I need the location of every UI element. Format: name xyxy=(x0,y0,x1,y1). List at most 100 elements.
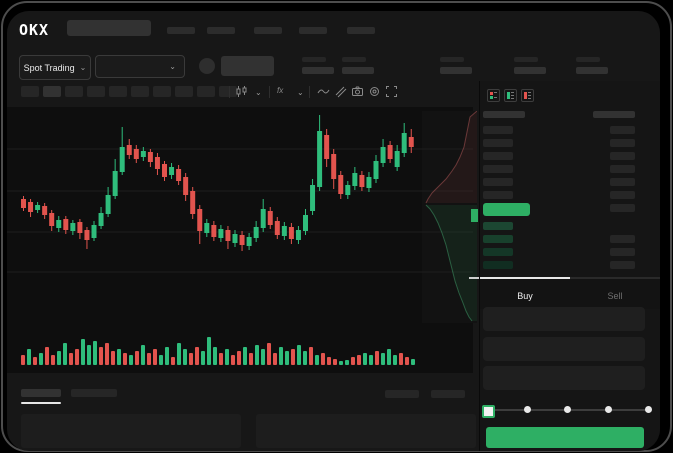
tab-buy[interactable]: Buy xyxy=(517,291,533,301)
ask-amount-bar xyxy=(610,126,635,134)
stat-value-placeholder xyxy=(514,67,546,74)
orderbook-asks-icon[interactable] xyxy=(521,89,534,102)
trade-sidebar: Buy Sell xyxy=(479,81,660,451)
search-placeholder[interactable] xyxy=(67,20,151,36)
chevron-down-icon: ⌄ xyxy=(169,62,176,71)
nav-item[interactable] xyxy=(167,27,195,34)
stat-value-placeholder xyxy=(302,67,334,74)
slider-stop[interactable] xyxy=(604,406,612,413)
ask-price-bar xyxy=(483,191,513,199)
price-input[interactable] xyxy=(483,307,645,331)
nav-item[interactable] xyxy=(254,27,282,34)
orderbook-view-toggles xyxy=(487,89,547,102)
orderbook-amount-bar xyxy=(610,204,635,212)
slider-handle[interactable] xyxy=(482,405,495,418)
slider-stop[interactable] xyxy=(523,406,531,413)
chevron-down-icon: ⌄ xyxy=(79,63,87,72)
tabbar-divider xyxy=(570,277,660,279)
bid-price-bar xyxy=(483,248,513,256)
stat-label-placeholder xyxy=(576,57,600,62)
stat-label-placeholder xyxy=(342,57,366,62)
tab-sell[interactable]: Sell xyxy=(607,291,623,301)
okx-logo: OKX xyxy=(19,21,50,39)
candle-type-icon[interactable] xyxy=(235,85,248,98)
camera-icon[interactable] xyxy=(351,85,364,98)
divider xyxy=(229,86,230,98)
stat-value-placeholder xyxy=(342,67,374,74)
ask-amount-bar xyxy=(610,152,635,160)
fullscreen-icon[interactable] xyxy=(385,85,398,98)
timeframe-button[interactable] xyxy=(153,86,171,97)
timeframe-button[interactable] xyxy=(65,86,83,97)
slider-stop[interactable] xyxy=(564,406,571,413)
buy-submit-button[interactable] xyxy=(486,427,644,448)
indicator-fx-icon[interactable]: fx xyxy=(277,86,284,95)
stat-label-placeholder xyxy=(302,57,326,62)
timeframe-button[interactable] xyxy=(175,86,193,97)
ask-amount-bar xyxy=(610,139,635,147)
chevron-down-icon[interactable]: ⌄ xyxy=(255,88,262,97)
timeframe-button[interactable] xyxy=(131,86,149,97)
ask-amount-bar xyxy=(610,178,635,186)
ask-price-bar xyxy=(483,178,513,186)
stat-label-placeholder xyxy=(514,57,538,62)
pair-name-placeholder xyxy=(221,56,274,76)
line-tool-icon[interactable] xyxy=(317,85,330,98)
bid-amount-bar xyxy=(610,235,635,243)
ask-price-bar xyxy=(483,139,513,147)
bottom-action-placeholder[interactable] xyxy=(431,390,465,398)
orderbook-price-header xyxy=(483,111,525,118)
stat-value-placeholder xyxy=(576,67,608,74)
timeframe-button[interactable] xyxy=(109,86,127,97)
depth-chart-area xyxy=(422,111,477,323)
stat-value-placeholder xyxy=(440,67,472,74)
bid-price-bar xyxy=(483,222,513,230)
timeframe-button[interactable] xyxy=(197,86,215,97)
candlestick-chart xyxy=(7,115,473,365)
ask-amount-bar xyxy=(610,165,635,173)
price-marker-tick xyxy=(469,277,482,279)
bid-amount-bar xyxy=(610,248,635,256)
slider-stop[interactable] xyxy=(645,406,652,413)
nav-item[interactable] xyxy=(207,27,235,34)
market-type-label: Spot Trading xyxy=(23,62,75,73)
compare-icon[interactable] xyxy=(334,85,347,98)
ask-price-bar xyxy=(483,152,513,160)
total-input[interactable] xyxy=(483,366,645,390)
nav-item[interactable] xyxy=(347,27,375,34)
ask-price-bar xyxy=(483,126,513,134)
timeframe-button[interactable] xyxy=(21,86,39,97)
timeframe-button[interactable] xyxy=(219,86,237,97)
active-tab-indicator xyxy=(480,277,570,279)
timeframe-button[interactable] xyxy=(87,86,105,97)
divider xyxy=(309,86,310,98)
bottom-tab[interactable] xyxy=(71,389,117,397)
bottom-action-placeholder[interactable] xyxy=(385,390,419,398)
bid-price-bar xyxy=(483,235,513,243)
orderbook-bids-icon[interactable] xyxy=(504,89,517,102)
chevron-down-icon[interactable]: ⌄ xyxy=(297,88,304,97)
amount-input[interactable] xyxy=(483,337,645,361)
market-type-selector[interactable]: Spot Trading ⌄ xyxy=(19,55,91,80)
divider xyxy=(269,86,270,98)
orderbook-combined-icon[interactable] xyxy=(487,89,500,102)
pair-selector[interactable]: ⌄ xyxy=(95,55,185,78)
settings-gear-icon[interactable] xyxy=(368,85,381,98)
trade-tabbar: Buy Sell xyxy=(480,277,660,309)
depth-chart xyxy=(425,111,477,322)
ask-price-bar xyxy=(483,165,513,173)
coin-avatar xyxy=(199,58,215,74)
bid-price-bar xyxy=(483,261,513,269)
timeframe-button[interactable] xyxy=(43,86,61,97)
orderbook-amount-header xyxy=(593,111,635,118)
orders-panel-placeholder xyxy=(21,414,241,448)
last-price-badge[interactable] xyxy=(483,203,530,216)
stat-label-placeholder xyxy=(440,57,464,62)
last-price-tick xyxy=(471,209,478,222)
bottom-tab-active[interactable] xyxy=(21,389,61,397)
nav-item[interactable] xyxy=(299,27,327,34)
app-screen: OKX Spot Trading ⌄ ⌄ ⌄ fx ⌄ xyxy=(7,11,660,451)
orders-panel-placeholder xyxy=(256,414,476,448)
